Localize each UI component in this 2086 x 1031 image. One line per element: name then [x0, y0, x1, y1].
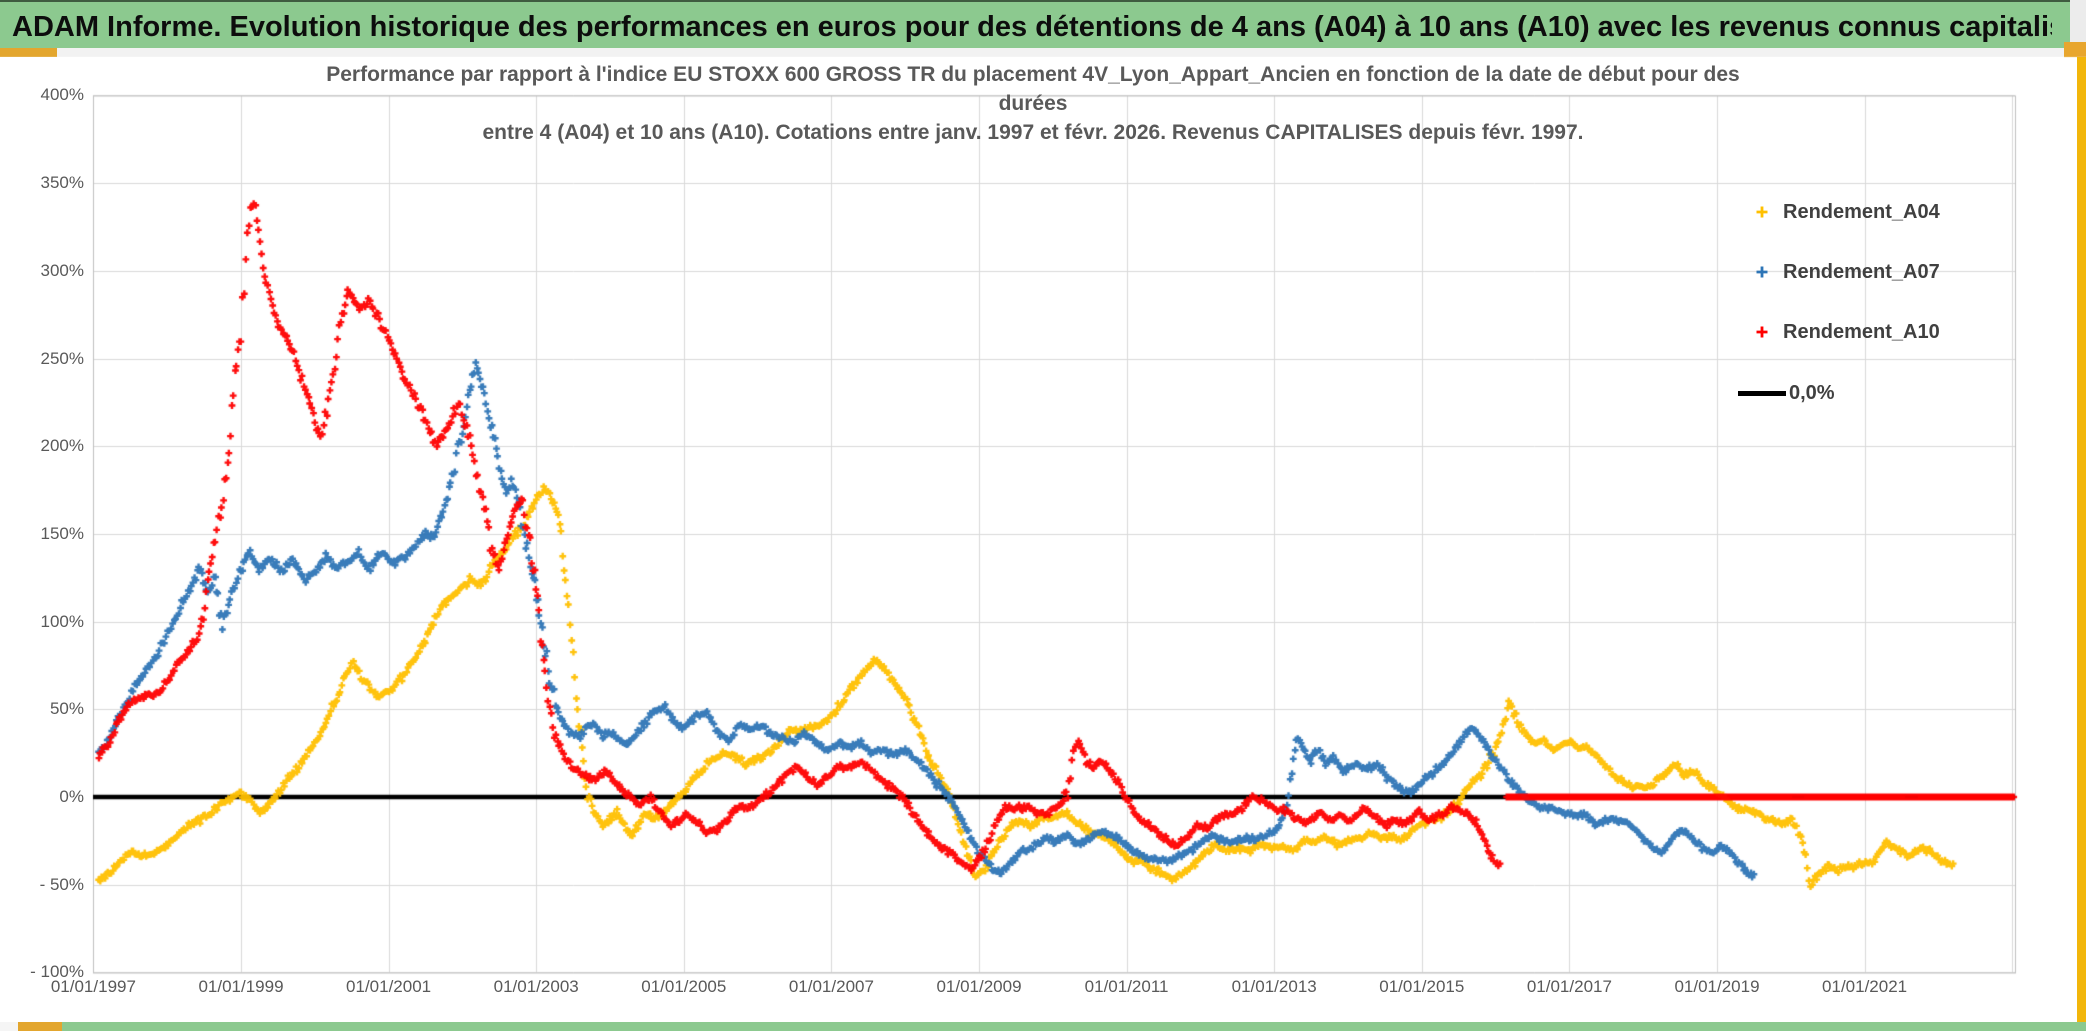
- x-tick-label: 01/01/2021: [1822, 977, 1908, 996]
- x-tick-label: 01/01/2013: [1231, 977, 1317, 996]
- y-tick-label: 400%: [40, 85, 84, 105]
- chart-legend[interactable]: Rendement_A04 Rendement_A07 Rendement_A10 0…: [1738, 182, 1998, 422]
- x-tick-label: 01/01/2015: [1379, 977, 1465, 996]
- legend-item-zero-line[interactable]: 0,0%: [1738, 364, 1998, 422]
- y-tick-label: 350%: [40, 173, 84, 193]
- y-tick-label: - 50%: [39, 874, 84, 894]
- x-tick-label: 01/01/2001: [346, 977, 432, 996]
- bottom-edge-gap: [0, 1022, 18, 1031]
- chart-title-line: durées: [998, 92, 1068, 115]
- x-tick-label: 01/01/1997: [50, 977, 136, 996]
- zero-line-swatch: [1738, 390, 1786, 396]
- chart-title-line: entre 4 (A04) et 10 ans (A10). Cotations…: [482, 121, 1584, 144]
- y-tick-label: - 100%: [30, 962, 84, 982]
- legend-item-rendement_a10[interactable]: Rendement_A10: [1738, 302, 1998, 362]
- chart-title-line: Performance par rapport à l'indice EU ST…: [326, 63, 1740, 86]
- x-tick-label: 01/01/1999: [198, 977, 284, 996]
- bottom-edge-green-strip: [0, 1022, 2086, 1031]
- legend-label: Rendement_A10: [1783, 320, 1940, 343]
- plus-marker-icon: [1754, 324, 1770, 340]
- y-tick-label: 50%: [49, 699, 84, 719]
- legend-item-rendement_a07[interactable]: Rendement_A07: [1738, 242, 1998, 302]
- x-tick-label: 01/01/2017: [1526, 977, 1612, 996]
- x-tick-label: 01/01/2005: [641, 977, 727, 996]
- x-tick-label: 01/01/2003: [493, 977, 579, 996]
- right-edge-yellow-strip: [2077, 57, 2086, 1022]
- y-tick-label: 250%: [40, 348, 84, 368]
- x-tick-label: 01/01/2007: [788, 977, 874, 996]
- plus-marker-icon: [1754, 204, 1770, 220]
- y-tick-label: 100%: [40, 611, 84, 631]
- legend-label: Rendement_A07: [1783, 260, 1940, 283]
- x-tick-label: 01/01/2019: [1674, 977, 1760, 996]
- plus-marker-icon: [1754, 264, 1770, 280]
- y-tick-label: 150%: [40, 523, 84, 543]
- legend-item-rendement_a04[interactable]: Rendement_A04: [1738, 182, 1998, 242]
- chart-title: Performance par rapport à l'indice EU ST…: [183, 60, 1883, 147]
- y-tick-label: 200%: [40, 436, 84, 456]
- x-tick-label: 01/01/2009: [936, 977, 1022, 996]
- bottom-edge-yellow-mark: [18, 1022, 62, 1031]
- legend-label: 0,0%: [1789, 381, 1835, 404]
- legend-label: Rendement_A04: [1783, 200, 1940, 223]
- x-tick-label: 01/01/2011: [1084, 977, 1169, 996]
- y-tick-label: 300%: [40, 260, 84, 280]
- y-tick-label: 0%: [59, 787, 84, 806]
